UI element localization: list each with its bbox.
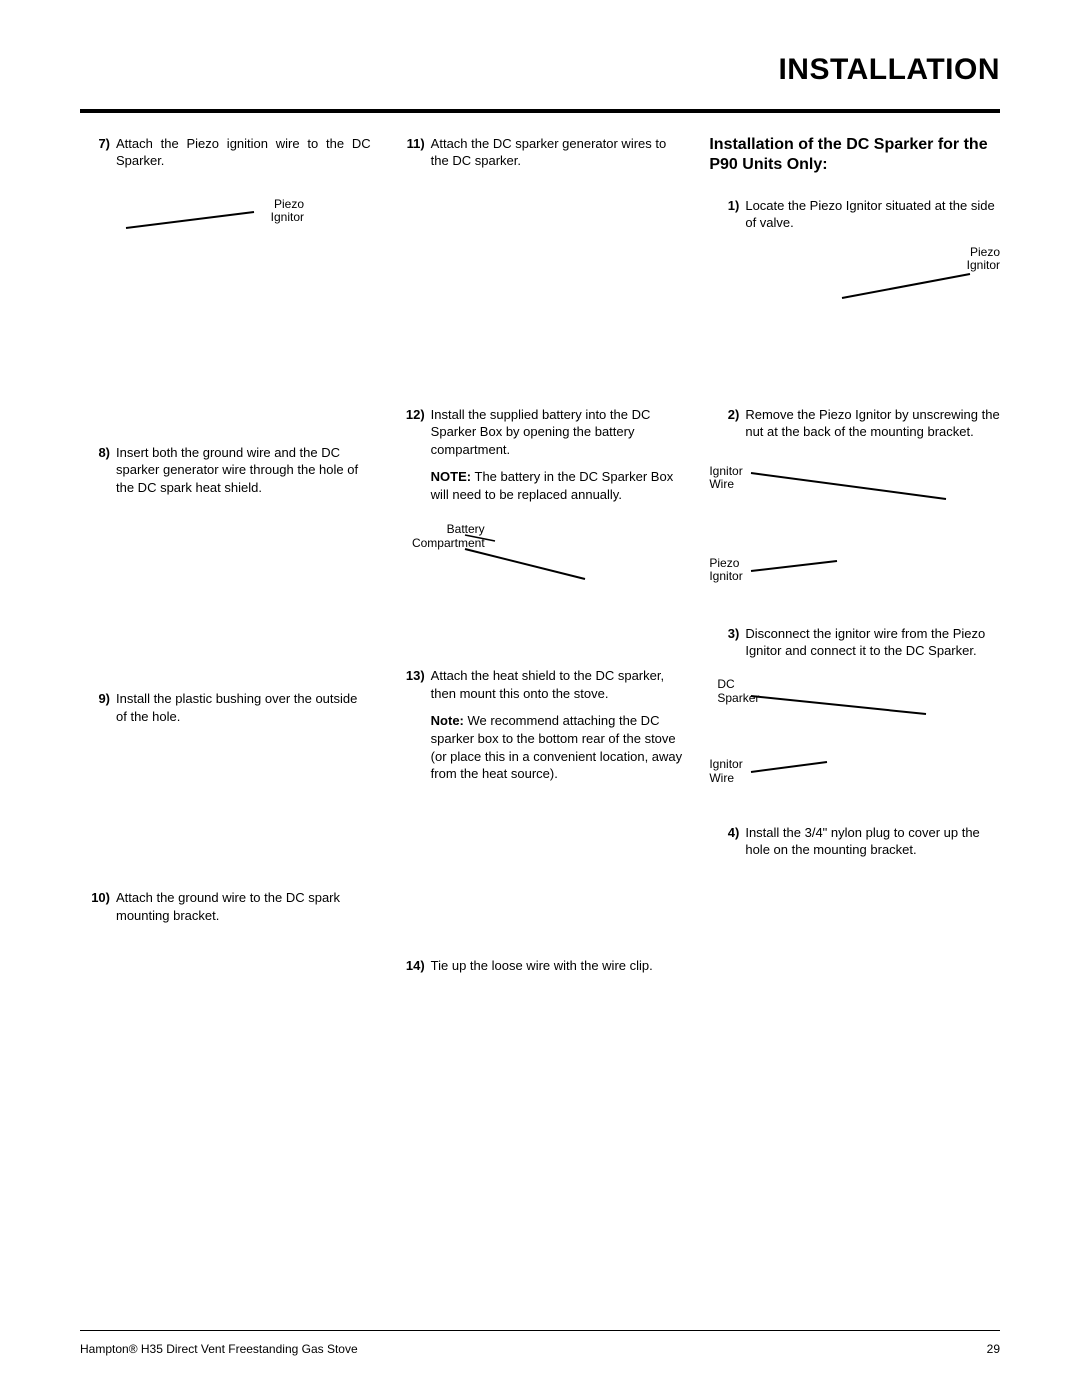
- step-p90-1: 1) Locate the Piezo Ignitor situated at …: [709, 197, 1000, 232]
- step-text: Install the plastic bushing over the out…: [116, 690, 371, 725]
- step-text: Install the supplied battery into the DC…: [431, 407, 651, 457]
- step-number: 3): [709, 625, 745, 660]
- callout-piezo-ignitor: Piezo Ignitor: [256, 198, 304, 226]
- callout-piezo-ignitor: Piezo Ignitor: [709, 557, 757, 585]
- step-10: 10) Attach the ground wire to the DC spa…: [80, 889, 371, 924]
- step-number: 4): [709, 824, 745, 859]
- footer-page-number: 29: [987, 1341, 1000, 1357]
- title-rule: [80, 109, 1000, 113]
- step-text: Attach the ground wire to the DC spark m…: [116, 889, 371, 924]
- step-8: 8) Insert both the ground wire and the D…: [80, 444, 371, 497]
- subsection-heading: Installation of the DC Sparker for the P…: [709, 135, 1000, 175]
- callout-battery-compartment: Battery Compartment: [391, 523, 485, 551]
- figure-7: Piezo Ignitor: [80, 184, 371, 444]
- figure-p90-2: Ignitor Wire Piezo Ignitor: [709, 455, 1000, 625]
- figure-12: Battery Compartment: [395, 517, 686, 667]
- step-number: 1): [709, 197, 745, 232]
- step-p90-3: 3) Disconnect the ignitor wire from the …: [709, 625, 1000, 660]
- step-number: 9): [80, 690, 116, 725]
- figure-13: [395, 797, 686, 957]
- note-label: Note:: [431, 713, 464, 728]
- step-text: Install the 3/4" nylon plug to cover up …: [745, 824, 1000, 859]
- columns: 7) Attach the Piezo ignition wire to the…: [80, 135, 1000, 989]
- figure-8: [80, 510, 371, 690]
- step-number: 11): [395, 135, 431, 170]
- page-title: INSTALLATION: [80, 50, 1000, 91]
- step-number: 13): [395, 667, 431, 782]
- footer-rule: [80, 1330, 1000, 1331]
- step-text: Disconnect the ignitor wire from the Pie…: [745, 625, 1000, 660]
- column-1: 7) Attach the Piezo ignition wire to the…: [80, 135, 371, 989]
- step-text: Insert both the ground wire and the DC s…: [116, 444, 371, 497]
- step-number: 10): [80, 889, 116, 924]
- step-14: 14) Tie up the loose wire with the wire …: [395, 957, 686, 975]
- step-12: 12) Install the supplied battery into th…: [395, 406, 686, 504]
- callout-label: Piezo Ignitor: [709, 556, 742, 584]
- step-text: Remove the Piezo Ignitor by unscrewing t…: [745, 406, 1000, 441]
- step-number: 7): [80, 135, 116, 170]
- step-body: Install the supplied battery into the DC…: [431, 406, 686, 504]
- figure-p90-3: DC Sparker Ignitor Wire: [709, 674, 1000, 824]
- callout-label: Ignitor Wire: [709, 757, 742, 785]
- note-label: NOTE:: [431, 469, 471, 484]
- figure-p90-1: Piezo Ignitor: [709, 246, 1000, 406]
- footer-product: Hampton® H35 Direct Vent Freestanding Ga…: [80, 1341, 358, 1357]
- step-body: Attach the heat shield to the DC sparker…: [431, 667, 686, 782]
- footer-row: Hampton® H35 Direct Vent Freestanding Ga…: [80, 1341, 1000, 1357]
- step-13: 13) Attach the heat shield to the DC spa…: [395, 667, 686, 782]
- step-number: 8): [80, 444, 116, 497]
- page-footer: Hampton® H35 Direct Vent Freestanding Ga…: [80, 1330, 1000, 1357]
- column-3: Installation of the DC Sparker for the P…: [709, 135, 1000, 989]
- figure-11: [395, 184, 686, 406]
- callout-ignitor-wire: Ignitor Wire: [709, 465, 757, 493]
- step-7: 7) Attach the Piezo ignition wire to the…: [80, 135, 371, 170]
- step-text: Tie up the loose wire with the wire clip…: [431, 957, 686, 975]
- callout-ignitor-wire: Ignitor Wire: [709, 758, 757, 786]
- callout-label: Ignitor Wire: [709, 464, 742, 492]
- page: INSTALLATION 7) Attach the Piezo ignitio…: [0, 0, 1080, 1397]
- callout-dc-sparker: DC Sparker: [717, 678, 767, 706]
- step-note: Note: We recommend attaching the DC spar…: [431, 712, 686, 782]
- step-11: 11) Attach the DC sparker generator wire…: [395, 135, 686, 170]
- figure-9: [80, 739, 371, 889]
- callout-piezo-ignitor: Piezo Ignitor: [952, 246, 1000, 274]
- step-text: Attach the Piezo ignition wire to the DC…: [116, 135, 371, 170]
- step-text: Locate the Piezo Ignitor situated at the…: [745, 197, 1000, 232]
- step-number: 14): [395, 957, 431, 975]
- column-2: 11) Attach the DC sparker generator wire…: [395, 135, 686, 989]
- step-p90-2: 2) Remove the Piezo Ignitor by unscrewin…: [709, 406, 1000, 441]
- step-text: Attach the heat shield to the DC sparker…: [431, 668, 664, 701]
- note-text: We recommend attaching the DC sparker bo…: [431, 713, 682, 781]
- step-text: Attach the DC sparker generator wires to…: [431, 135, 686, 170]
- callout-label: Piezo Ignitor: [271, 197, 304, 225]
- step-number: 2): [709, 406, 745, 441]
- step-9: 9) Install the plastic bushing over the …: [80, 690, 371, 725]
- step-number: 12): [395, 406, 431, 504]
- callout-label: Piezo Ignitor: [967, 245, 1000, 273]
- step-p90-4: 4) Install the 3/4" nylon plug to cover …: [709, 824, 1000, 859]
- step-note: NOTE: The battery in the DC Sparker Box …: [431, 468, 686, 503]
